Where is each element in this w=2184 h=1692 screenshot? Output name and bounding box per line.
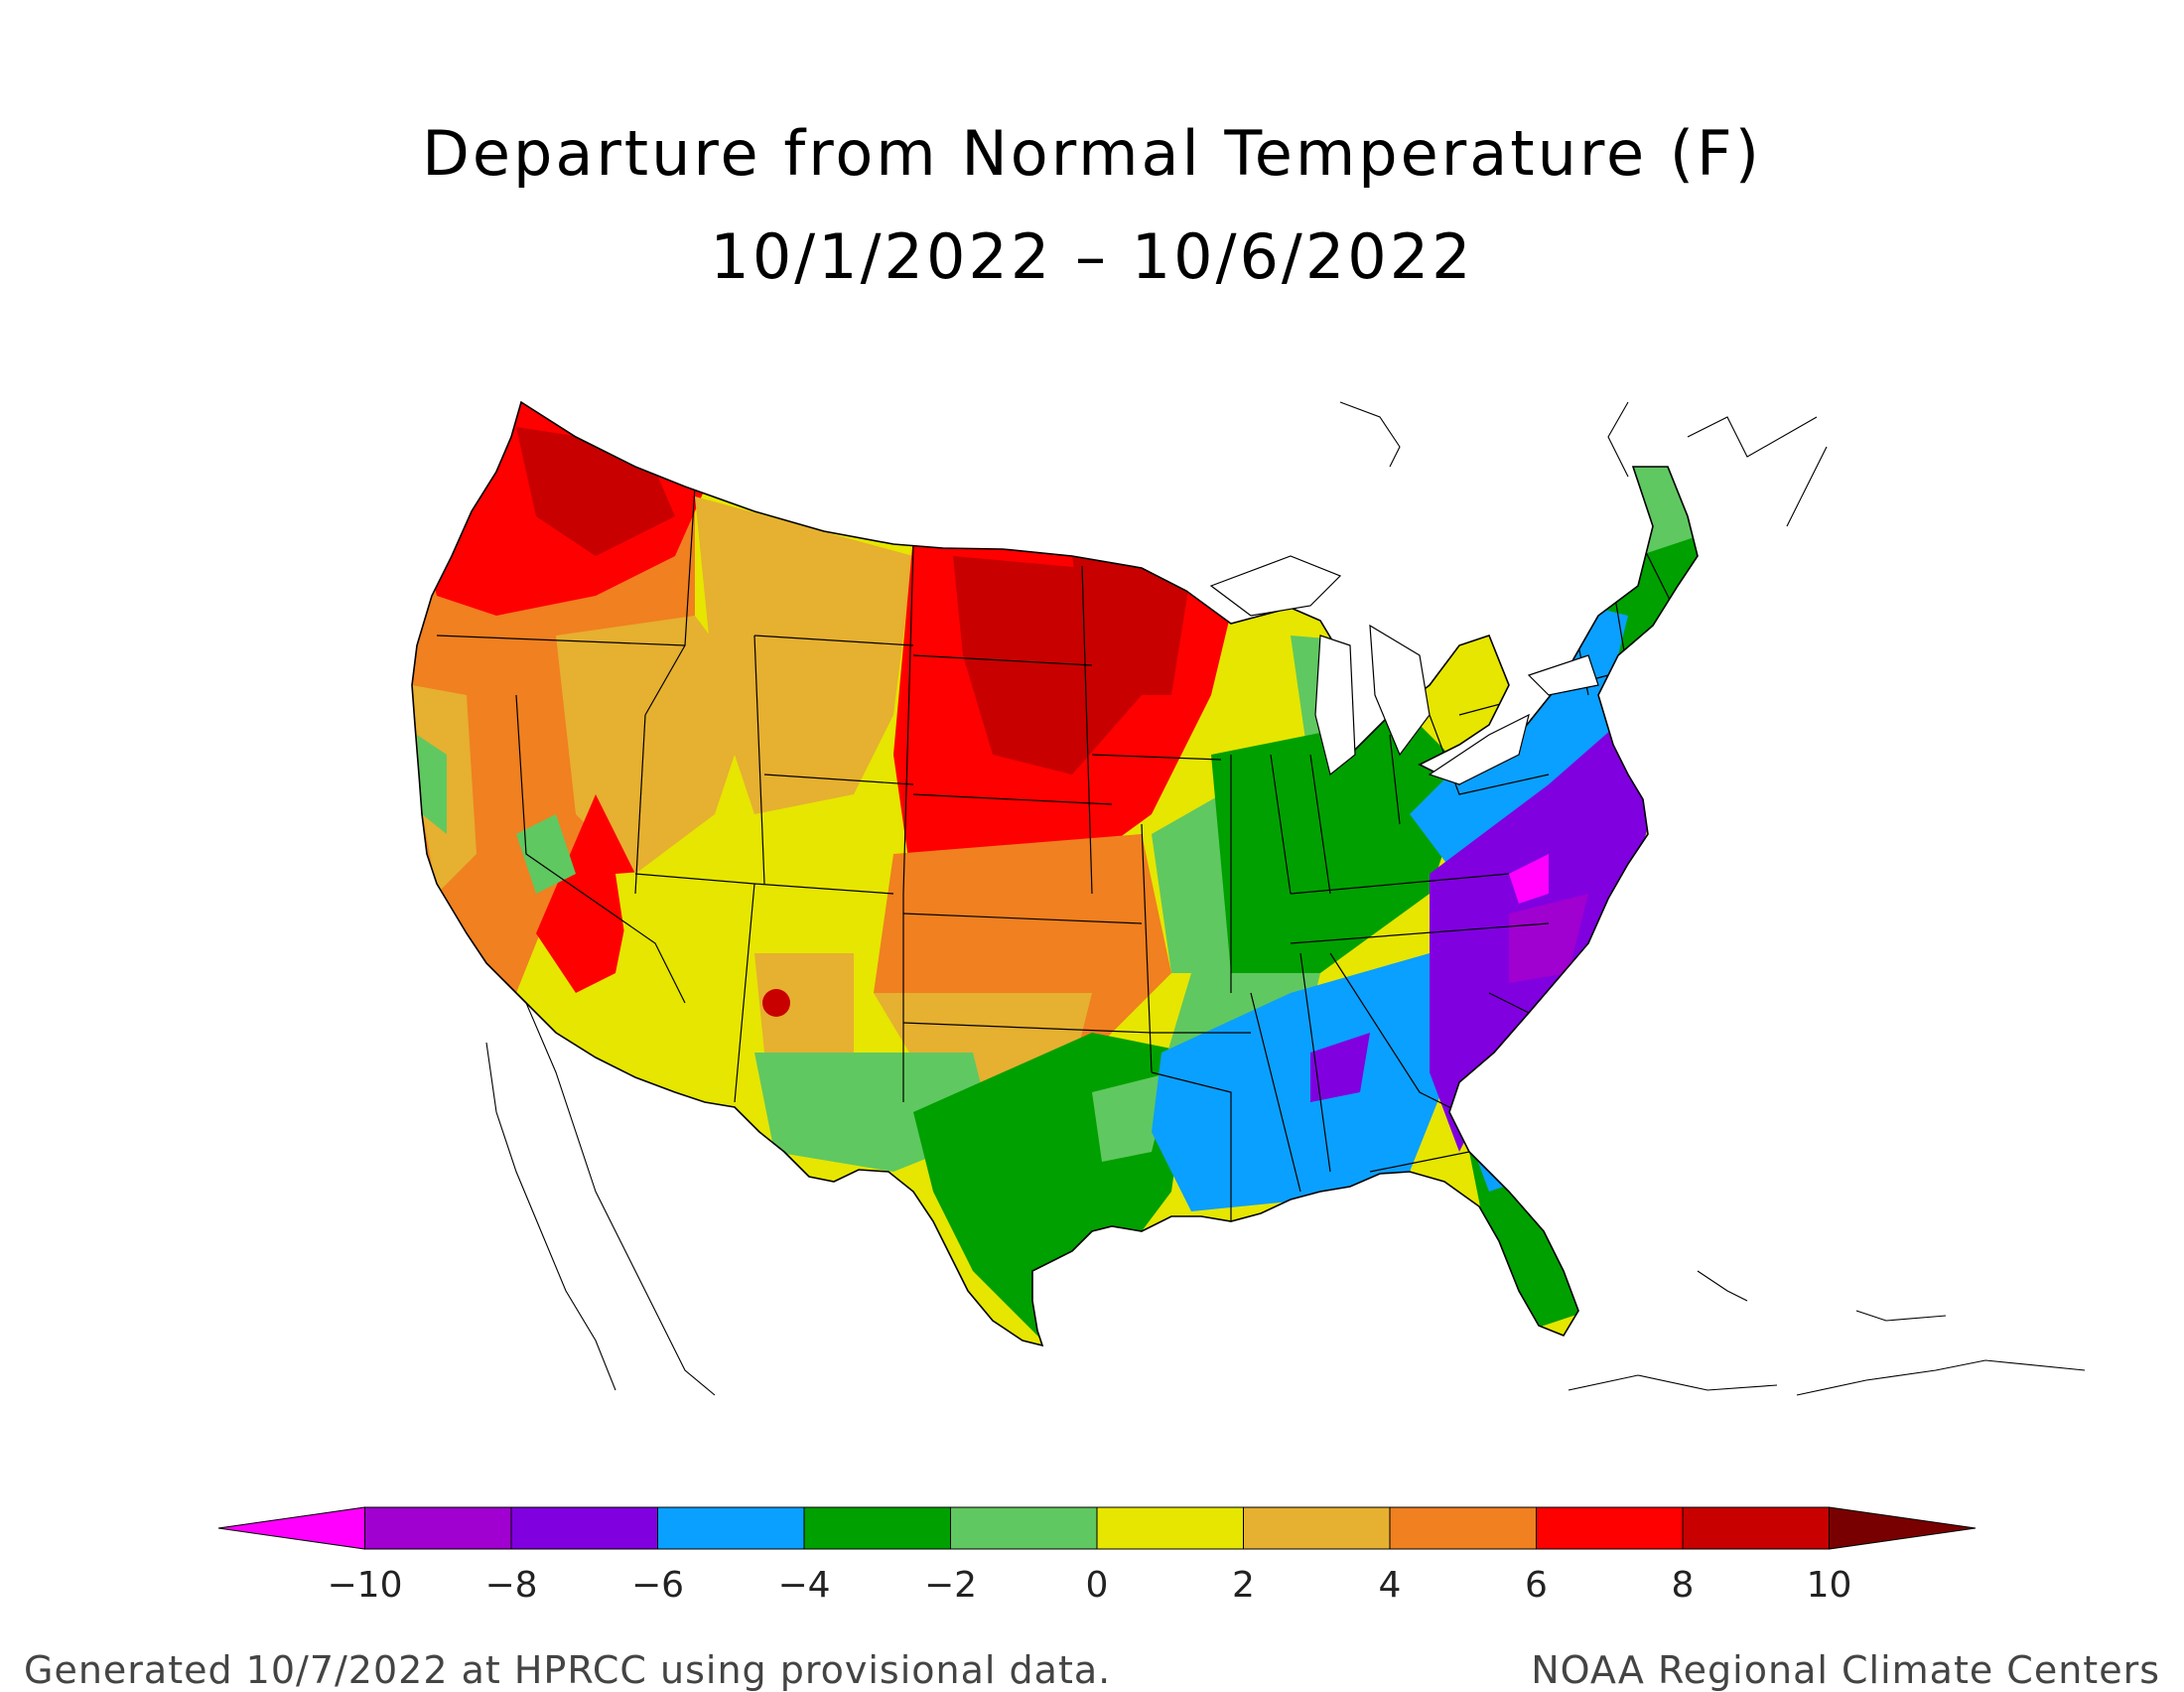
source-credit: NOAA Regional Climate Centers <box>1531 1648 2160 1692</box>
colorbar-segment <box>1243 1506 1391 1550</box>
map-title: Departure from Normal Temperature (F) <box>422 117 1762 190</box>
temperature-field <box>412 402 1698 1345</box>
surrounding-coastlines <box>485 401 2086 1396</box>
colorbar-tick-label: −4 <box>777 1565 830 1606</box>
colorbar-segment <box>217 1506 365 1550</box>
colorbar-tick-label: 4 <box>1379 1565 1402 1606</box>
colorbar-segment <box>657 1506 805 1550</box>
colorbar-segment <box>510 1506 658 1550</box>
colorbar-segment <box>1536 1506 1684 1550</box>
colorbar-tick-label: 8 <box>1672 1565 1695 1606</box>
great-lakes <box>1209 555 1599 785</box>
colorbar-segment <box>950 1506 1098 1550</box>
colorbar-segment <box>1829 1506 1977 1550</box>
colorbar-tick-label: 2 <box>1232 1565 1255 1606</box>
colorbar-tick-label: −10 <box>328 1565 403 1606</box>
colorbar-segment <box>1389 1506 1537 1550</box>
colorbar-segment <box>1096 1506 1244 1550</box>
colorbar-tick-label: −8 <box>484 1565 537 1606</box>
colorbar-tick-label: −6 <box>631 1565 684 1606</box>
colorbar-tick-label: 6 <box>1525 1565 1548 1606</box>
colorbar-tick-labels: −10 −8 −6 −4 −2 0 2 4 6 8 10 <box>328 1565 1852 1606</box>
colorbar-tick-label: 0 <box>1086 1565 1109 1606</box>
colorbar-segment <box>364 1506 512 1550</box>
generated-note: Generated 10/7/2022 at HPRCC using provi… <box>24 1648 1112 1692</box>
colorbar-legend <box>217 1506 1977 1550</box>
colorbar-tick-label: −2 <box>924 1565 977 1606</box>
map-date-range: 10/1/2022 – 10/6/2022 <box>710 220 1474 293</box>
colorbar-segment <box>1682 1506 1830 1550</box>
colorbar-segment <box>803 1506 951 1550</box>
colorbar-tick-label: 10 <box>1807 1565 1852 1606</box>
